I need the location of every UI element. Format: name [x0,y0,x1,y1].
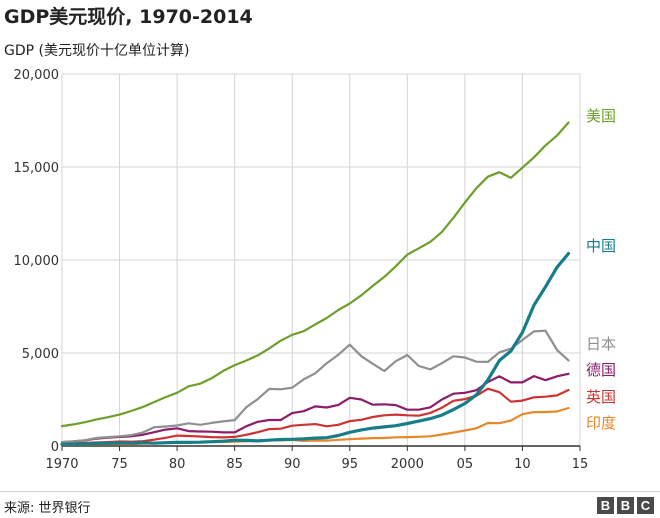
series-label: 中国 [586,237,616,255]
x-tick-label: 15 [572,457,589,472]
x-tick-label: 95 [342,457,359,472]
y-tick-label: 15,000 [14,161,60,176]
source-note: 来源: 世界银行 [4,501,91,516]
x-tick-label: 2000 [391,457,424,472]
series-line-4 [60,387,570,445]
y-tick-label: 0 [51,440,59,455]
series-label: 德国 [586,361,616,379]
series-label: 印度 [586,414,616,432]
y-tick-label: 10,000 [14,254,60,269]
chart-title: GDP美元现价, 1970-2014 [4,6,253,28]
series-label: 日本 [586,335,616,353]
series-line-0 [60,121,570,428]
y-tick-label: 20,000 [14,68,60,83]
y-tick-label: 5,000 [22,347,59,362]
x-tick-label: 85 [226,457,243,472]
bbc-logo-letter: C [637,497,654,514]
bbc-logo-letter: B [597,497,614,514]
x-tick-label: 05 [457,457,474,472]
y-axis-unit-label: GDP (美元现价十亿单位计算) [4,43,190,59]
series-line-2 [60,329,570,444]
x-tick-label: 90 [284,457,301,472]
series-line-1 [60,251,571,446]
bbc-logo: B B C [597,497,654,514]
footer-divider [0,491,660,492]
bbc-logo-letter: B [617,497,634,514]
x-tick-label: 1970 [45,457,78,472]
series-label: 美国 [586,107,616,125]
series-label: 英国 [586,388,616,406]
x-tick-label: 80 [169,457,186,472]
x-tick-label: 75 [111,457,128,472]
x-tick-label: 10 [514,457,531,472]
